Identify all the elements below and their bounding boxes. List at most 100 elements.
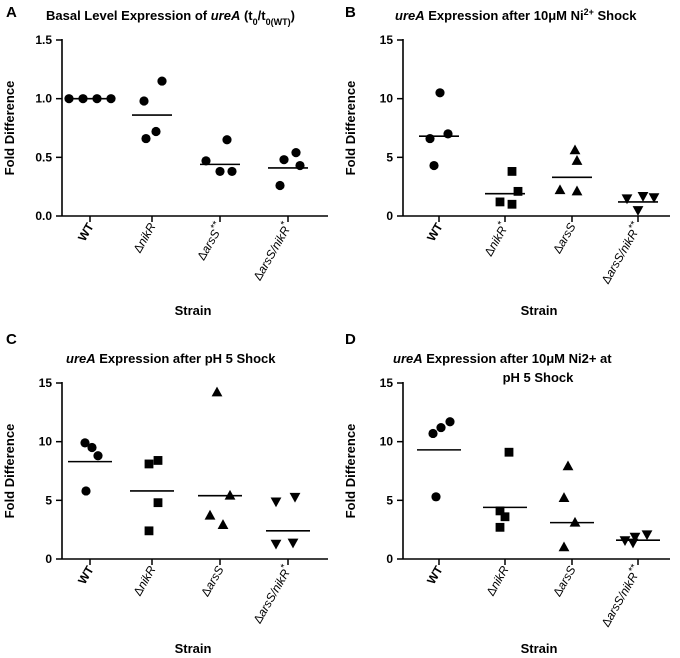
data-point: [569, 516, 581, 527]
data-point: [295, 160, 305, 171]
y-tick-label: 5: [386, 493, 393, 507]
data-point: [571, 155, 583, 165]
data-point: [629, 532, 641, 543]
y-tick-label: 15: [39, 376, 53, 390]
data-point: [201, 156, 211, 166]
x-tick-label: ΔarsS**: [192, 219, 227, 262]
panel-letter: C: [6, 331, 17, 348]
chart-title-line2: pH 5 Shock: [503, 370, 575, 385]
x-axis-label: Strain: [175, 641, 212, 656]
y-axis-label: Fold Difference: [2, 81, 17, 176]
data-point: [507, 199, 517, 209]
panel-letter: B: [345, 4, 356, 21]
data-point: [211, 386, 223, 397]
data-point: [632, 206, 644, 216]
data-point: [445, 417, 455, 427]
y-tick-label: 10: [380, 92, 394, 106]
data-point: [139, 96, 149, 106]
data-point: [144, 459, 154, 469]
chart-title: Basal Level Expression of ureA (t0/t0(WT…: [46, 8, 295, 27]
y-tick-label: 0: [386, 209, 393, 223]
data-point: [80, 438, 90, 448]
data-point: [270, 539, 282, 550]
data-point: [569, 144, 581, 155]
data-point: [428, 428, 438, 439]
data-point: [153, 498, 163, 508]
data-point: [637, 192, 649, 202]
data-point: [431, 492, 441, 502]
data-point: [621, 194, 633, 205]
x-tick-label: ΔarsS/nikR**: [596, 562, 644, 629]
data-point: [504, 447, 514, 457]
y-tick-label: 5: [45, 493, 52, 507]
data-point: [435, 88, 445, 98]
chart-title: ureA Expression after pH 5 Shock: [66, 351, 276, 366]
data-point: [275, 180, 285, 191]
data-point: [141, 133, 151, 144]
x-tick-label: ΔarsS: [550, 221, 578, 256]
data-point: [500, 512, 510, 522]
y-axis-label: Fold Difference: [343, 424, 358, 519]
data-point: [227, 166, 237, 177]
data-point: [554, 184, 566, 195]
data-point: [289, 492, 301, 503]
x-axis-label: Strain: [175, 303, 212, 318]
x-axis-label: Strain: [521, 641, 558, 656]
x-tick-label: ΔarsS: [198, 564, 226, 599]
x-tick-label: WT: [75, 220, 97, 244]
y-tick-label: 0.5: [35, 150, 52, 164]
y-tick-label: 0.0: [35, 209, 52, 223]
y-tick-label: 15: [380, 33, 394, 47]
data-point: [495, 506, 505, 516]
y-tick-label: 5: [386, 150, 393, 164]
panel-letter: A: [6, 4, 17, 21]
y-tick-label: 10: [380, 435, 394, 449]
data-point: [558, 492, 570, 502]
x-tick-label: ΔnikR: [130, 220, 158, 255]
data-point: [495, 197, 505, 207]
x-tick-label: ΔnikR: [483, 563, 511, 598]
data-point: [495, 522, 505, 532]
data-point: [157, 76, 167, 86]
data-point: [429, 160, 439, 171]
data-point: [81, 486, 91, 496]
y-tick-label: 0: [386, 552, 393, 566]
data-point: [558, 541, 570, 552]
data-point: [648, 193, 660, 204]
y-tick-label: 0: [45, 552, 52, 566]
x-tick-label: ΔarsS: [550, 564, 578, 599]
x-tick-label: WT: [424, 563, 446, 587]
data-point: [224, 489, 236, 500]
y-tick-label: 10: [39, 435, 53, 449]
x-tick-label: ΔarsS/nikR*: [248, 219, 294, 283]
x-tick-label: ΔarsS/nikR**: [596, 219, 644, 286]
data-point: [153, 456, 163, 465]
x-tick-label: ΔarsS/nikR*: [248, 562, 294, 626]
chart-title: ureA Expression after 10μM Ni2+ at: [393, 351, 612, 366]
data-point: [436, 422, 446, 433]
data-point: [291, 148, 301, 158]
data-point: [562, 460, 574, 471]
data-point: [641, 530, 653, 541]
data-point: [215, 166, 225, 177]
data-point: [204, 509, 216, 520]
data-point: [106, 94, 116, 104]
x-tick-label: ΔnikR: [130, 563, 158, 598]
data-point: [571, 185, 583, 196]
y-tick-label: 15: [380, 376, 394, 390]
data-point: [619, 536, 631, 547]
y-axis-label: Fold Difference: [2, 424, 17, 519]
x-tick-label: WT: [424, 220, 446, 244]
panel-letter: D: [345, 331, 356, 348]
data-point: [507, 167, 517, 176]
data-point: [222, 135, 232, 145]
x-tick-label: WT: [75, 563, 97, 587]
data-point: [144, 526, 154, 536]
data-point: [217, 519, 229, 529]
data-point: [443, 129, 453, 139]
data-point: [87, 442, 97, 453]
